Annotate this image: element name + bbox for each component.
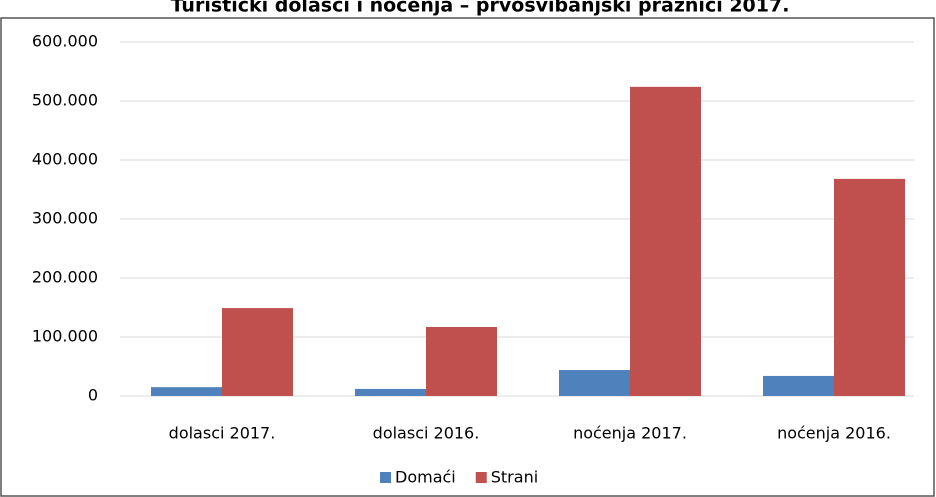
y-tick-label: 100.000 bbox=[32, 327, 98, 346]
bar bbox=[834, 178, 905, 396]
x-tick-label: noćenja 2017. bbox=[573, 424, 687, 443]
legend-swatch bbox=[380, 472, 391, 483]
bar bbox=[222, 308, 293, 396]
legend-label: Strani bbox=[491, 468, 538, 487]
y-tick-label: 200.000 bbox=[32, 268, 98, 287]
legend-swatch bbox=[475, 472, 487, 483]
y-tick-label: 500.000 bbox=[32, 91, 98, 110]
x-tick-label: noćenja 2016. bbox=[777, 424, 891, 443]
y-tick-label: 400.000 bbox=[32, 150, 98, 169]
y-tick-label: 300.000 bbox=[32, 209, 98, 228]
bar bbox=[355, 388, 426, 396]
y-tick-label: 0 bbox=[88, 386, 98, 405]
bar bbox=[559, 370, 630, 396]
chart-frame bbox=[0, 17, 935, 497]
legend-label: Domaći bbox=[395, 468, 456, 487]
bar bbox=[151, 387, 222, 396]
y-tick-label: 600.000 bbox=[32, 32, 98, 51]
bar bbox=[426, 326, 497, 396]
bar bbox=[630, 86, 701, 396]
chart-title: Turistički dolasci i noćenja – prvosviba… bbox=[171, 0, 790, 17]
x-tick-label: dolasci 2017. bbox=[169, 424, 276, 443]
bar bbox=[763, 375, 834, 396]
x-tick-label: dolasci 2016. bbox=[373, 424, 480, 443]
